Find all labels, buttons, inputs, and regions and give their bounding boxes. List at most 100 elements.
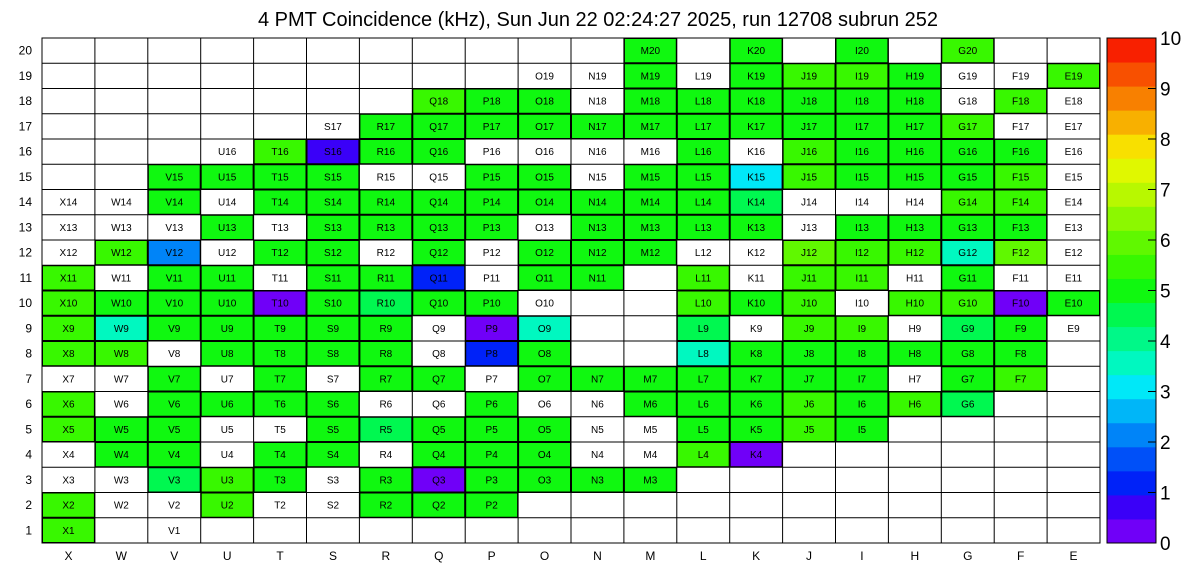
heatmap-cell <box>1047 63 1100 89</box>
heatmap-cell <box>994 189 1048 215</box>
heatmap-cell <box>941 139 995 165</box>
cell-label: P18 <box>483 97 501 108</box>
cell-label: J5 <box>804 425 815 436</box>
heatmap-cell <box>941 164 995 190</box>
cell-label: P11 <box>483 273 500 284</box>
heatmap-cell <box>147 442 201 468</box>
cell-label: M17 <box>641 122 661 133</box>
cell-label: R8 <box>379 349 392 360</box>
heatmap-cell <box>729 290 783 316</box>
cell-label: N3 <box>591 475 604 486</box>
cell-label: S4 <box>327 450 340 461</box>
heatmap-cell <box>994 139 1048 165</box>
cell-label: N15 <box>588 172 607 183</box>
heatmap-cell <box>782 240 836 266</box>
cell-label: H17 <box>906 122 925 133</box>
heatmap-cell <box>147 265 201 291</box>
cell-label: O13 <box>535 223 554 234</box>
cell-label: J11 <box>801 273 817 284</box>
heatmap-cell <box>623 467 677 493</box>
cell-label: L7 <box>698 374 710 385</box>
cell-label: R9 <box>379 324 392 335</box>
heatmap-cell <box>306 164 360 190</box>
cell-label: X9 <box>62 324 75 335</box>
cell-label: W5 <box>114 425 129 436</box>
heatmap-cell <box>465 492 519 518</box>
cell-label: E19 <box>1065 71 1083 82</box>
y-tick-label: 6 <box>25 397 32 411</box>
heatmap-cell <box>253 139 307 165</box>
heatmap-cell <box>200 492 254 518</box>
heatmap-cell <box>835 366 889 392</box>
heatmap-cell <box>835 164 889 190</box>
heatmap-cell <box>306 139 360 165</box>
colorbar-swatch <box>1107 446 1156 472</box>
heatmap-cell <box>676 366 730 392</box>
y-tick-label: 18 <box>19 94 33 108</box>
cell-label: P12 <box>483 248 501 259</box>
cell-label: R6 <box>379 400 392 411</box>
cell-label: I9 <box>858 324 867 335</box>
cell-label: M16 <box>641 147 661 158</box>
cell-label: T15 <box>271 172 289 183</box>
heatmap-cell <box>200 467 254 493</box>
cell-label: V15 <box>165 172 183 183</box>
heatmap-cell <box>147 164 201 190</box>
cell-label: E14 <box>1065 198 1083 209</box>
heatmap-cell <box>835 265 889 291</box>
heatmap-cell <box>359 315 413 341</box>
colorbar-swatch <box>1107 470 1156 496</box>
cell-label: Q14 <box>429 198 448 209</box>
heatmap-cell <box>465 442 519 468</box>
cell-label: V11 <box>166 273 183 284</box>
heatmap-cell <box>676 341 730 367</box>
cell-label: F10 <box>1012 299 1030 310</box>
cell-label: N16 <box>588 147 607 158</box>
cell-label: X12 <box>60 248 78 259</box>
colorbar-swatch <box>1107 518 1156 544</box>
heatmap-cell <box>994 214 1048 240</box>
cell-label: T5 <box>274 425 286 436</box>
heatmap-cell <box>253 467 307 493</box>
cell-label: V12 <box>165 248 183 259</box>
heatmap-cell <box>359 366 413 392</box>
heatmap-cell <box>94 315 148 341</box>
y-tick-label: 9 <box>25 321 32 335</box>
cell-label: L8 <box>698 349 710 360</box>
heatmap-cell <box>729 38 783 64</box>
cell-label: T11 <box>272 273 289 284</box>
cell-label: J10 <box>801 299 818 310</box>
x-tick-label: R <box>382 549 391 563</box>
cell-label: O10 <box>535 299 554 310</box>
cell-label: R16 <box>377 147 396 158</box>
heatmap-cell <box>359 492 413 518</box>
cell-label: R3 <box>379 475 392 486</box>
heatmap-cell <box>518 164 571 190</box>
colorbar-swatch <box>1107 494 1156 520</box>
cell-label: H13 <box>906 223 925 234</box>
cell-label: L9 <box>698 324 710 335</box>
cell-label: J15 <box>801 172 818 183</box>
heatmap-cell <box>676 391 730 417</box>
heatmap-cell <box>676 214 730 240</box>
cell-label: V8 <box>168 349 181 360</box>
cell-label: V5 <box>168 425 181 436</box>
x-tick-label: L <box>700 549 707 563</box>
heatmap-cell <box>941 240 995 266</box>
cell-label: F7 <box>1015 374 1027 385</box>
heatmap-cell <box>623 240 677 266</box>
heatmap-cell <box>941 315 995 341</box>
cell-label: F16 <box>1012 147 1030 158</box>
cell-label: K9 <box>750 324 763 335</box>
cell-label: L16 <box>695 147 712 158</box>
cell-label: U8 <box>221 349 234 360</box>
heatmap-cell <box>571 265 624 291</box>
cell-label: O18 <box>535 97 554 108</box>
x-tick-label: I <box>860 549 863 563</box>
cell-label: J14 <box>801 198 818 209</box>
heatmap-cell <box>412 416 466 442</box>
heatmap-cell <box>676 189 730 215</box>
heatmap-cell <box>147 467 201 493</box>
cell-label: F8 <box>1015 349 1027 360</box>
